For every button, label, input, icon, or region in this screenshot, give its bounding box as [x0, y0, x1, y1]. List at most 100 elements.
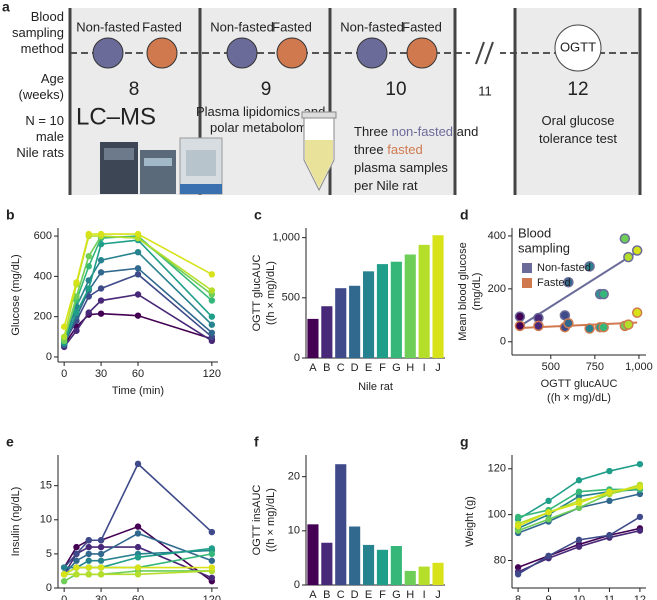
point [60, 333, 68, 341]
x-tick-label: H [406, 589, 414, 600]
x-axis-label: Nile rat [358, 381, 393, 393]
series-line [63, 267, 213, 346]
x-tick-label: J [435, 589, 441, 600]
bar [432, 562, 444, 585]
point [134, 554, 142, 561]
point [514, 527, 522, 534]
point [134, 265, 142, 272]
point [97, 550, 105, 558]
x-axis-label: OGTT glucAUC [541, 378, 618, 390]
point [545, 509, 552, 516]
point [60, 571, 68, 578]
x-tick-label: 120 [203, 594, 221, 600]
x-tick-label: F [379, 589, 386, 600]
x-tick-label: 12 [634, 594, 646, 600]
legend-swatch [522, 278, 532, 288]
y-tick-label: 200 [34, 311, 52, 323]
y-tick-label: 100 [488, 509, 506, 521]
x-tick-label: 0 [61, 594, 67, 600]
sampling: Fasted [142, 19, 182, 34]
y-axis-label: OGTT insAUC [251, 485, 263, 556]
break [475, 41, 485, 65]
x-tick-label: A [309, 362, 317, 374]
point [606, 532, 613, 539]
x-tick-label: I [423, 589, 426, 600]
age: 11 [478, 83, 492, 98]
point [208, 545, 216, 552]
y-tick-label: 10 [288, 525, 300, 537]
panel-label: g [460, 434, 469, 450]
point [584, 323, 595, 334]
y-axis-label: Mean blood glucose [457, 242, 469, 340]
age: 10 [385, 79, 406, 100]
point [575, 543, 583, 550]
legend-label: Fasted [537, 277, 571, 289]
y-axis-label: ((h × mg)/dL) [265, 488, 277, 552]
x-tick-label: 1,000 [625, 361, 653, 373]
series-line [63, 239, 213, 344]
bar [321, 306, 333, 358]
sampling: Non-fasted [340, 19, 404, 34]
point [208, 287, 216, 294]
point [85, 564, 92, 571]
panel-label: d [460, 207, 469, 223]
point [85, 557, 92, 564]
point [60, 564, 68, 571]
x-tick-label: 750 [586, 361, 604, 373]
bar [390, 261, 402, 358]
bar [335, 288, 347, 358]
bar [307, 318, 319, 358]
x-tick-label: 10 [573, 594, 585, 600]
x-tick-label: G [392, 589, 401, 600]
y-tick-label: 120 [488, 463, 506, 475]
point [631, 307, 643, 318]
point [575, 488, 583, 495]
ogtt-text: Oral glucose tolerance test [539, 113, 617, 146]
point [134, 530, 142, 537]
point [623, 251, 634, 263]
point [97, 537, 105, 544]
point [134, 460, 142, 468]
point [636, 513, 644, 521]
x-tick-label: D [351, 589, 359, 600]
point [606, 497, 613, 505]
point [73, 564, 80, 571]
point [208, 321, 216, 328]
x-axis-label: ((h × mg)/dL) [547, 392, 611, 404]
point [533, 320, 544, 332]
age: 9 [261, 79, 272, 100]
point [134, 543, 142, 551]
point [563, 276, 574, 288]
y-tick-label: 600 [34, 230, 52, 242]
point [97, 571, 105, 578]
point [73, 279, 80, 286]
point [73, 571, 80, 578]
series-line [63, 233, 213, 327]
bar [349, 526, 361, 585]
sampling: Non-fasted [210, 19, 274, 34]
point [85, 230, 92, 238]
point [208, 550, 216, 558]
y-tick-label: 0 [46, 351, 52, 363]
x-tick-label: B [323, 362, 330, 374]
bar [418, 566, 430, 585]
y-tick-label: 20 [288, 471, 300, 483]
point [636, 483, 644, 491]
y-tick-label: 0 [500, 336, 506, 348]
point [208, 329, 216, 336]
point [73, 309, 80, 316]
point [619, 233, 631, 244]
point [575, 499, 583, 507]
x-tick-label: 60 [132, 368, 144, 380]
point [97, 543, 105, 551]
point [134, 271, 142, 278]
series-line [63, 293, 213, 348]
point [85, 253, 92, 260]
panel-label: b [6, 207, 15, 223]
sampling: Fasted [402, 19, 442, 34]
point [134, 564, 142, 571]
point [85, 263, 92, 270]
omics: Plasma lipidomics and polar metabolomics [196, 104, 325, 135]
panel-label: f [254, 434, 259, 450]
